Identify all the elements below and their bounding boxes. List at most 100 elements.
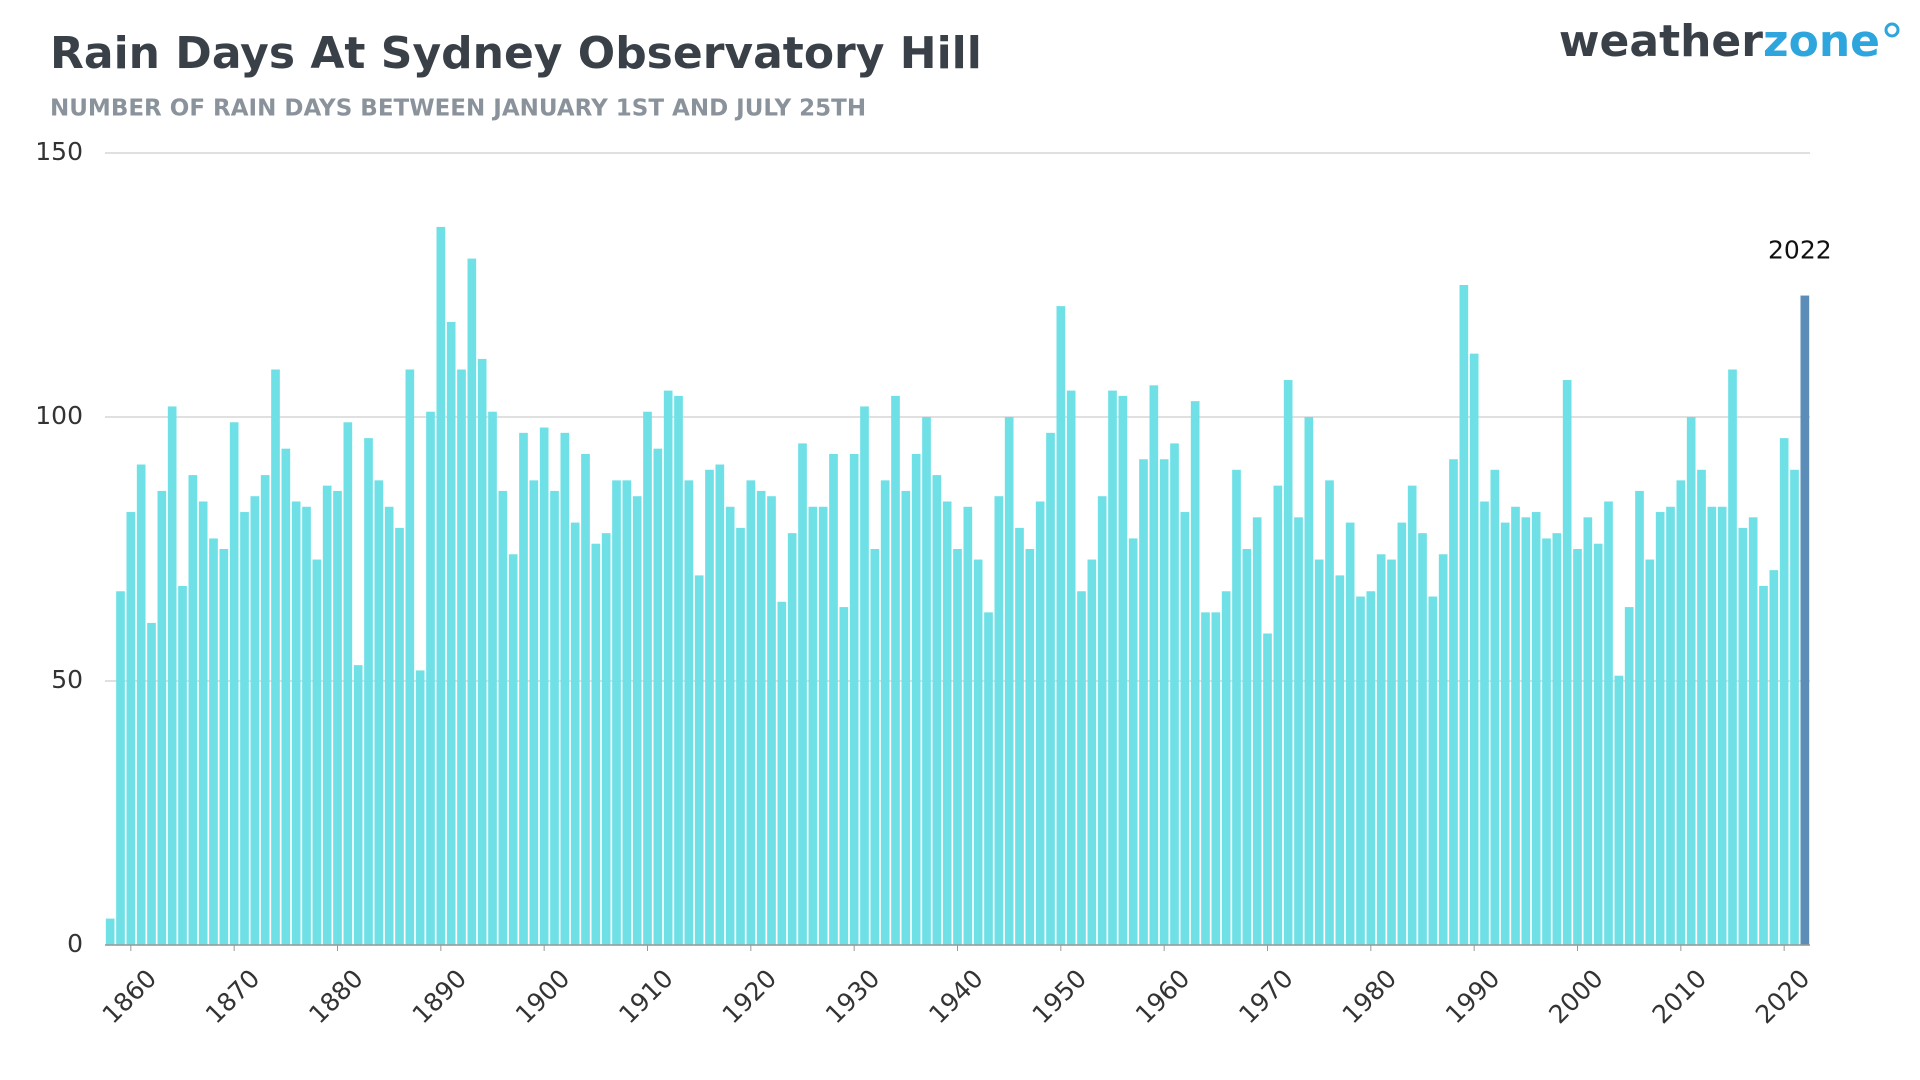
bar bbox=[1046, 432, 1055, 946]
bar bbox=[818, 506, 828, 945]
bar bbox=[973, 559, 983, 945]
bar bbox=[240, 512, 249, 945]
bar bbox=[1635, 490, 1644, 945]
bar bbox=[994, 496, 1004, 945]
bar bbox=[312, 559, 322, 945]
bar bbox=[426, 411, 435, 946]
x-tick-label: 1910 bbox=[613, 964, 678, 1029]
logo: weatherzone bbox=[1559, 16, 1880, 67]
bar bbox=[1015, 527, 1024, 945]
bar bbox=[446, 321, 456, 946]
bar bbox=[126, 512, 136, 945]
bar bbox=[694, 575, 704, 945]
bar bbox=[105, 918, 115, 945]
bar bbox=[1500, 522, 1510, 945]
bar bbox=[322, 485, 332, 945]
bar bbox=[891, 395, 900, 945]
x-tick-label: 1960 bbox=[1130, 964, 1195, 1029]
bar bbox=[343, 422, 353, 945]
bar bbox=[839, 607, 849, 945]
logo-part: zone bbox=[1763, 16, 1880, 67]
bar bbox=[1428, 596, 1438, 945]
bar bbox=[302, 506, 311, 945]
bar bbox=[1531, 512, 1541, 945]
chart-title: Rain Days At Sydney Observatory Hill bbox=[50, 28, 982, 79]
bar bbox=[1149, 385, 1159, 945]
bar bbox=[1624, 607, 1634, 945]
bar bbox=[1294, 517, 1303, 945]
bar bbox=[147, 622, 156, 945]
bar bbox=[1387, 559, 1396, 945]
x-tick-label: 1930 bbox=[820, 964, 885, 1029]
bar bbox=[1407, 485, 1417, 945]
bar bbox=[1490, 469, 1500, 945]
bar bbox=[653, 448, 663, 945]
bar bbox=[291, 501, 301, 945]
bar bbox=[725, 506, 735, 945]
bar bbox=[136, 464, 146, 945]
bar bbox=[1139, 459, 1148, 945]
x-tick-label: 1940 bbox=[923, 964, 988, 1029]
bar bbox=[911, 453, 921, 945]
bar bbox=[1077, 591, 1086, 945]
bar bbox=[1542, 538, 1551, 945]
x-tick-label: 1990 bbox=[1440, 964, 1505, 1029]
bar bbox=[539, 427, 549, 945]
bar bbox=[436, 226, 446, 946]
bar bbox=[963, 506, 973, 945]
bar bbox=[798, 443, 807, 945]
bar bbox=[1480, 501, 1489, 945]
bar bbox=[415, 670, 425, 945]
bar bbox=[1779, 438, 1789, 945]
bar bbox=[384, 506, 394, 945]
bar bbox=[1552, 533, 1562, 945]
x-tick-label: 2010 bbox=[1647, 964, 1712, 1029]
bar bbox=[570, 522, 580, 945]
bar bbox=[674, 395, 683, 945]
bar bbox=[1242, 549, 1252, 945]
bar bbox=[353, 665, 363, 945]
x-tick-label: 1950 bbox=[1027, 964, 1092, 1029]
bar bbox=[1232, 469, 1241, 945]
bar bbox=[901, 490, 911, 945]
bar bbox=[1728, 369, 1737, 946]
bar bbox=[198, 501, 208, 945]
bar bbox=[1056, 306, 1066, 945]
bar bbox=[1025, 549, 1035, 945]
bar bbox=[1469, 353, 1479, 945]
y-tick-label: 100 bbox=[35, 401, 83, 430]
bar bbox=[281, 448, 291, 945]
bar bbox=[767, 496, 776, 945]
bar bbox=[395, 527, 404, 945]
bar bbox=[1273, 485, 1283, 945]
bar bbox=[622, 480, 632, 945]
bar bbox=[1170, 443, 1179, 945]
bar bbox=[860, 406, 869, 945]
bar bbox=[746, 480, 756, 945]
bar bbox=[374, 480, 384, 945]
bar bbox=[467, 258, 477, 946]
bar bbox=[157, 490, 167, 945]
x-tick-label: 1870 bbox=[200, 964, 265, 1029]
bar bbox=[1800, 295, 1810, 945]
bar bbox=[1325, 480, 1334, 945]
bar bbox=[1087, 559, 1097, 945]
bar bbox=[167, 406, 177, 945]
bar bbox=[777, 601, 787, 945]
bar bbox=[1345, 522, 1355, 945]
bar bbox=[488, 411, 497, 946]
bar bbox=[612, 480, 621, 945]
bar bbox=[1573, 549, 1582, 945]
chart-subtitle: NUMBER OF RAIN DAYS BETWEEN JANUARY 1ST … bbox=[50, 96, 866, 122]
bar bbox=[1335, 575, 1345, 945]
bar bbox=[1614, 675, 1624, 945]
bar bbox=[870, 549, 880, 945]
bar bbox=[178, 585, 187, 945]
bar bbox=[942, 501, 952, 945]
bar bbox=[880, 480, 890, 945]
bar bbox=[1035, 501, 1045, 945]
bar bbox=[1449, 459, 1458, 945]
bar bbox=[1066, 390, 1076, 946]
bar bbox=[1252, 517, 1262, 945]
